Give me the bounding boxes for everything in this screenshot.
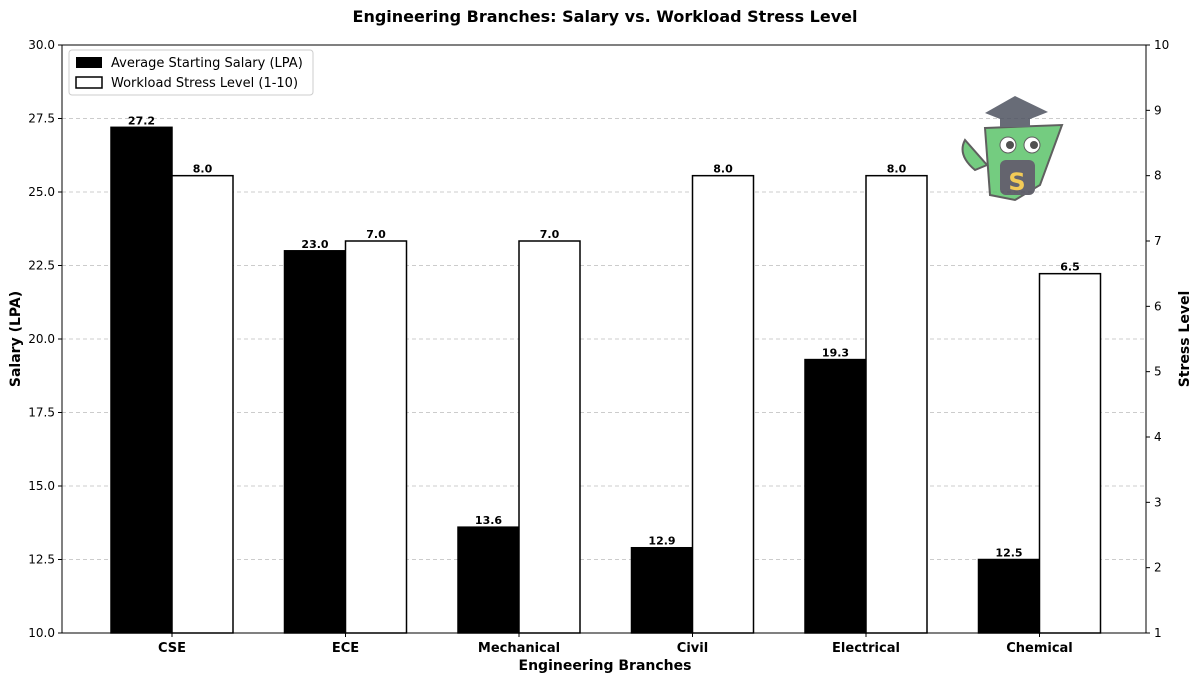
data-label: 12.9 [648,535,675,548]
y2-tick-label: 4 [1154,430,1162,444]
y2-tick-label: 1 [1154,626,1162,640]
y-tick-label: 10.0 [28,626,55,640]
bar-stress [171,174,234,634]
x-tick-label: CSE [158,641,186,656]
mascot-letter: S [1008,168,1025,196]
data-label: 27.2 [128,114,155,127]
data-label: 8.0 [713,163,733,176]
legend-swatch-stress [75,76,103,89]
y2-tick-label: 9 [1154,103,1162,117]
y2-tick-label: 5 [1154,365,1162,379]
bar-stress [1038,272,1102,634]
data-label: 8.0 [887,163,907,176]
mascot-logo: S [961,96,1064,202]
bar-salary [457,526,520,634]
x-tick-label: Civil [677,641,708,656]
y2-tick-label: 6 [1154,299,1162,313]
y2-tick-label: 3 [1154,495,1162,509]
y-axis-label: Salary (LPA) [8,291,24,387]
chart-title: Engineering Branches: Salary vs. Workloa… [353,7,858,26]
x-tick-label: Mechanical [478,641,560,656]
y2-tick-label: 8 [1154,169,1162,183]
x-tick-label: ECE [332,641,359,656]
y-tick-label: 27.5 [28,112,55,126]
x-tick-label: Chemical [1006,641,1073,656]
y-tick-label: 17.5 [28,406,55,420]
y2-tick-label: 7 [1154,234,1162,248]
legend: Average Starting Salary (LPA) Workload S… [68,49,314,96]
y-tick-label: 20.0 [28,332,55,346]
bar-salary [110,126,173,634]
data-label: 19.3 [822,347,849,360]
y-tick-label: 12.5 [28,553,55,567]
bar-stress [865,174,928,634]
y2-tick-label: 10 [1154,38,1169,52]
legend-label-stress: Workload Stress Level (1-10) [111,76,298,91]
legend-label-salary: Average Starting Salary (LPA) [111,56,303,71]
legend-swatch-salary [76,57,102,68]
x-axis-label: Engineering Branches [519,658,692,674]
x-tick-label: Electrical [832,641,900,656]
data-label: 7.0 [366,228,386,241]
y-tick-label: 15.0 [28,479,55,493]
data-label: 12.5 [995,547,1022,560]
bar-stress [691,174,755,634]
y2-axis-label: Stress Level [1177,291,1193,388]
y-tick-label: 30.0 [28,38,55,52]
y2-tick-label: 2 [1154,561,1162,575]
bar-stress [344,240,408,634]
bar-salary [283,250,347,634]
data-label: 13.6 [475,514,502,527]
bar-salary [804,358,867,634]
data-label: 7.0 [540,228,560,241]
y-tick-label: 22.5 [28,259,55,273]
y-tick-label: 25.0 [28,185,55,199]
data-label: 8.0 [193,163,213,176]
bar-salary [977,558,1041,634]
bar-stress [518,240,581,634]
plot-frame [61,44,1147,634]
data-label: 23.0 [301,238,328,251]
data-label: 6.5 [1060,261,1080,274]
bar-salary [630,546,694,634]
